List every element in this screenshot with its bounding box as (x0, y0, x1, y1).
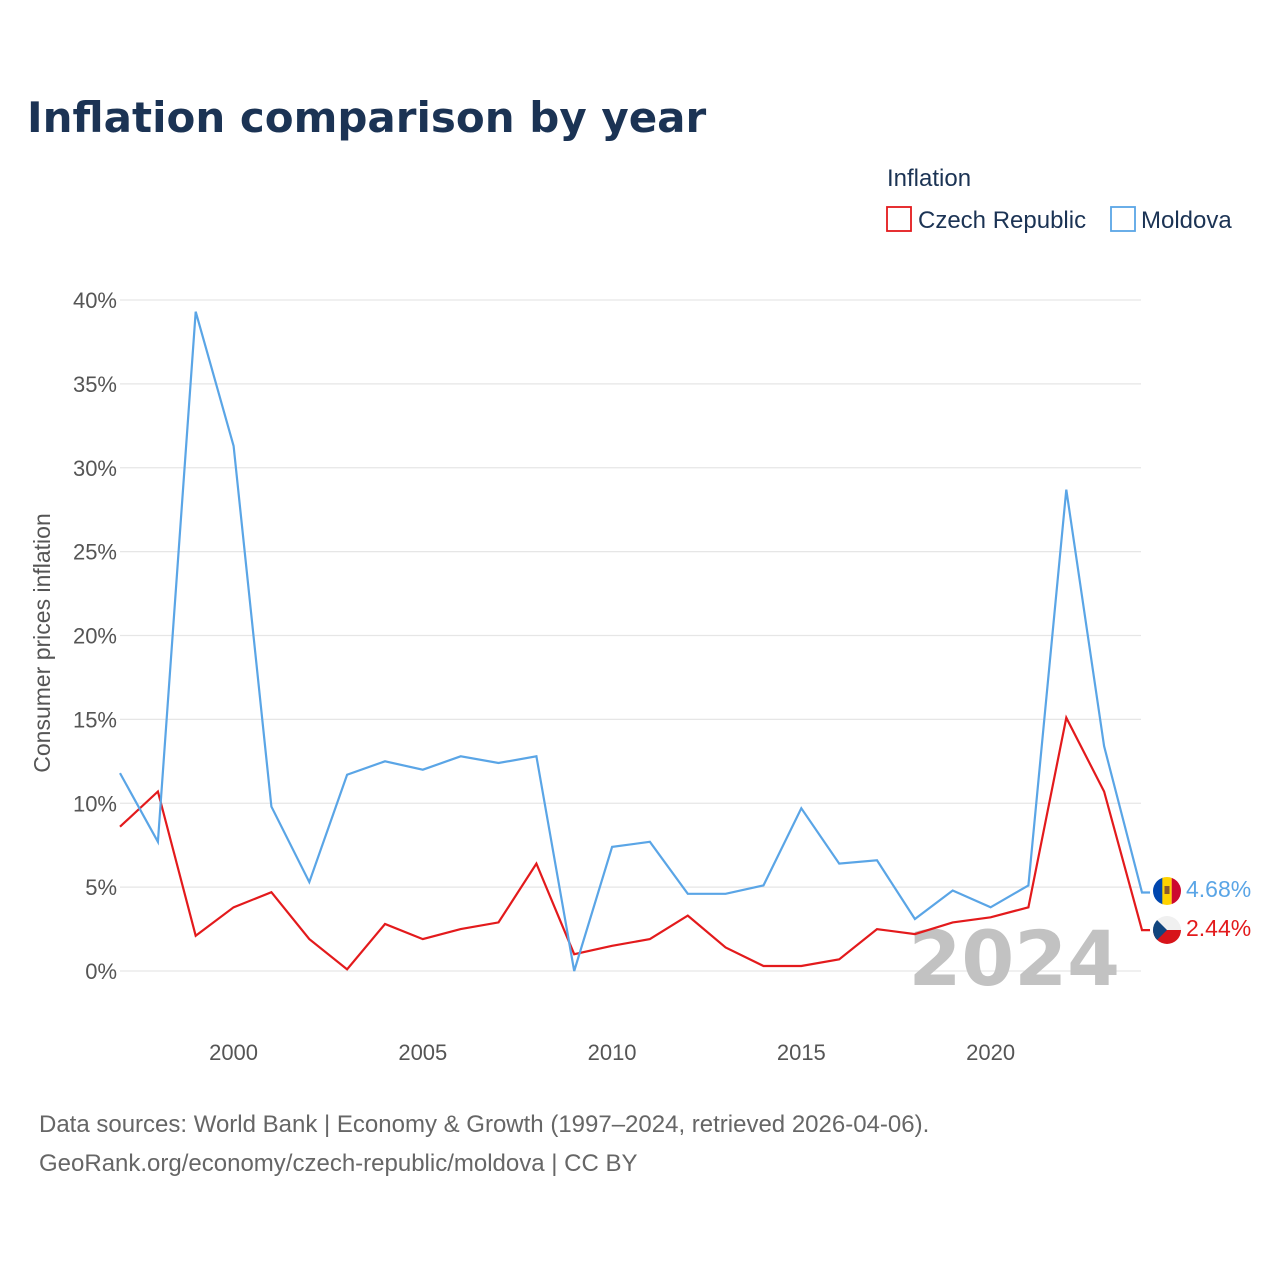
legend-title: Inflation (887, 165, 971, 192)
y-axis-label: Consumer prices inflation (29, 513, 55, 773)
y-tick-label: 40% (73, 288, 117, 313)
y-tick-label: 5% (85, 875, 117, 900)
moldova-flag-icon (1153, 877, 1181, 905)
series (119, 311, 1150, 972)
y-tick-label: 15% (73, 707, 117, 732)
x-tick-label: 2020 (966, 1040, 1015, 1065)
footer-sources: Data sources: World Bank | Economy & Gro… (39, 1111, 929, 1138)
legend-label-czech: Czech Republic (918, 207, 1086, 234)
x-axis-ticks: 2000 2005 2010 2015 2020 (209, 1040, 1015, 1065)
y-tick-label: 20% (73, 624, 117, 649)
x-tick-label: 2010 (588, 1040, 637, 1065)
y-tick-label: 25% (73, 540, 117, 565)
year-watermark: 2024 (908, 914, 1120, 1003)
legend-label-moldova: Moldova (1141, 207, 1232, 234)
czech-flag-icon (1153, 916, 1181, 944)
footer-url: GeoRank.org/economy/czech-republic/moldo… (39, 1150, 638, 1177)
y-tick-label: 35% (73, 372, 117, 397)
y-tick-label: 30% (73, 456, 117, 481)
x-tick-label: 2005 (398, 1040, 447, 1065)
series-line-moldova (119, 311, 1150, 972)
end-label-czech: 2.44% (1186, 915, 1251, 941)
y-tick-label: 10% (73, 791, 117, 816)
end-label-moldova: 4.68% (1186, 876, 1251, 902)
y-axis-ticks: 0% 5% 10% 15% 20% 25% 30% 35% 40% (73, 288, 117, 984)
gridlines (120, 299, 1141, 972)
y-tick-label: 0% (85, 959, 117, 984)
x-tick-label: 2015 (777, 1040, 826, 1065)
legend-swatch-czech (886, 206, 912, 232)
legend-swatch-moldova (1110, 206, 1136, 232)
series-line-czech-republic (119, 714, 1150, 971)
x-tick-label: 2000 (209, 1040, 258, 1065)
chart-title: Inflation comparison by year (27, 93, 707, 142)
